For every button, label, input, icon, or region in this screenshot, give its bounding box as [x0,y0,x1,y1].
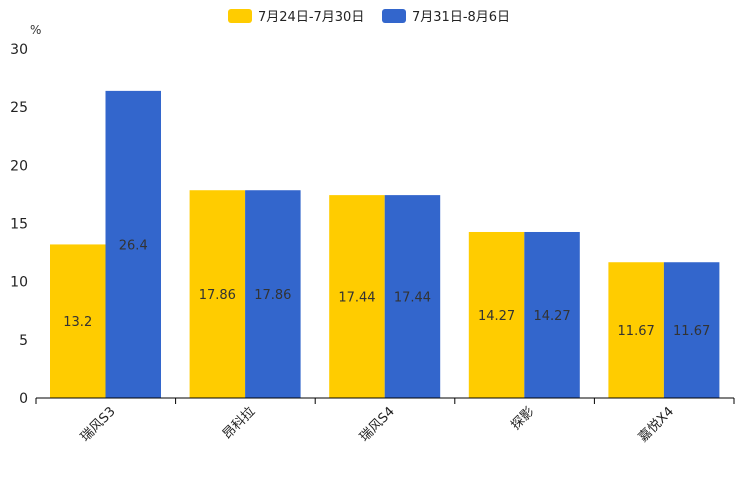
data-label: 14.27 [533,309,570,324]
bar-1-3 [524,231,580,398]
legend-label-0: 7月24日-7月30日 [258,10,364,25]
data-label: 17.44 [394,291,431,306]
data-label: 11.67 [618,324,655,339]
y-tick-label: 25 [10,100,28,116]
x-tick-label: 昂科拉 [220,404,258,442]
x-tick-label: 探影 [508,404,537,433]
bar-1-0 [105,90,161,398]
bar-0-3 [468,231,525,398]
data-label: 17.86 [199,288,236,303]
legend-swatch-1 [382,9,406,23]
y-unit-label: % [30,23,41,37]
bar-1-4 [663,262,720,398]
bar-0-0 [50,244,106,398]
data-label: 11.67 [673,324,710,339]
y-tick-label: 5 [19,333,28,349]
bar-0-1 [189,190,246,398]
y-tick-label: 10 [10,275,28,291]
data-label: 14.27 [478,309,515,324]
data-label: 17.86 [254,288,291,303]
y-tick-label: 30 [10,42,28,58]
legend-label-1: 7月31日-8月6日 [412,10,510,25]
bar-1-2 [384,195,441,398]
y-tick-label: 20 [10,158,28,174]
data-label: 13.2 [63,315,92,330]
bar-0-2 [329,195,385,398]
x-tick-label: 嘉悦X4 [636,404,677,445]
x-tick-label: 瑞风S4 [357,404,398,445]
y-tick-label: 0 [19,391,28,407]
data-label: 17.44 [338,291,375,306]
bar-1-1 [245,190,301,398]
bar-0-4 [608,262,664,398]
y-tick-label: 15 [10,217,28,233]
data-label: 26.4 [119,238,148,253]
legend-swatch-0 [228,9,252,23]
x-tick-label: 瑞风S3 [78,404,119,445]
